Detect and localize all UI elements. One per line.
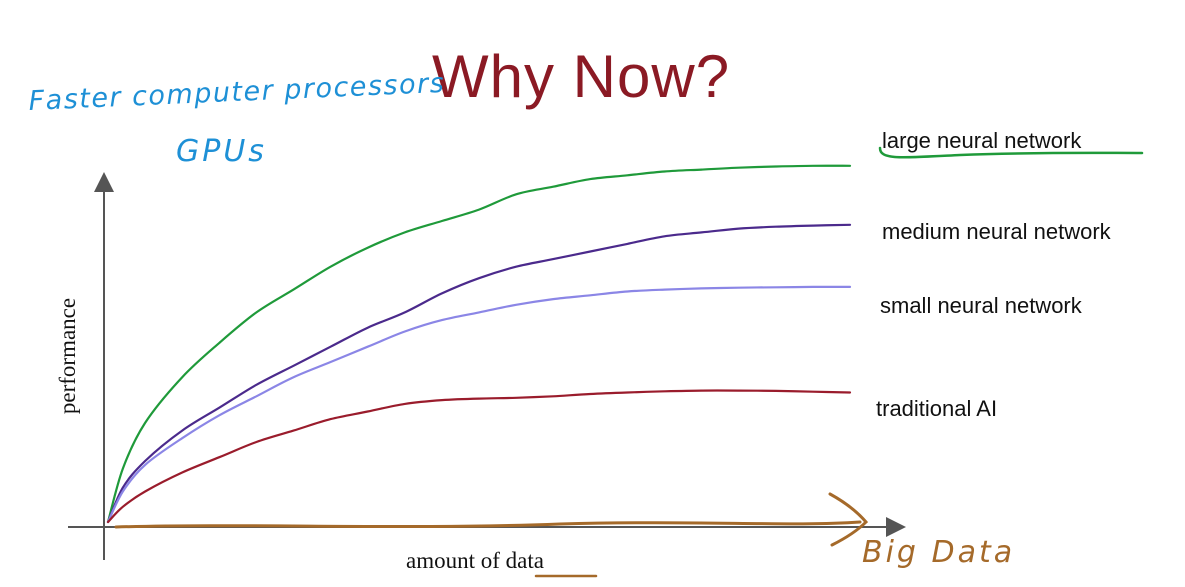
x-axis-label: amount of data xyxy=(406,548,544,574)
y-axis-label: performance xyxy=(55,297,80,415)
large-network-underline xyxy=(878,146,1144,159)
big-data-arrow-stroke xyxy=(114,520,862,529)
series-label-small: small neural network xyxy=(880,293,1082,318)
x-axis-label-emphasis: data xyxy=(505,548,544,573)
series-label-medium: medium neural network xyxy=(882,219,1111,244)
series-label-traditional: traditional AI xyxy=(876,396,998,421)
x-axis-label-prefix: amount of xyxy=(406,548,506,573)
series-line-large xyxy=(106,164,852,524)
chart-title: Why Now? xyxy=(432,43,731,110)
series-line-small xyxy=(106,285,852,524)
big-data-arrowhead xyxy=(828,492,869,547)
series-line-medium xyxy=(106,223,852,524)
series-group xyxy=(106,164,852,524)
annotation-gpus: GPUs xyxy=(176,134,267,169)
annotation-big-data: Big Data xyxy=(862,535,1016,570)
series-line-traditional xyxy=(106,389,852,524)
series-label-large: large neural network xyxy=(882,128,1082,153)
